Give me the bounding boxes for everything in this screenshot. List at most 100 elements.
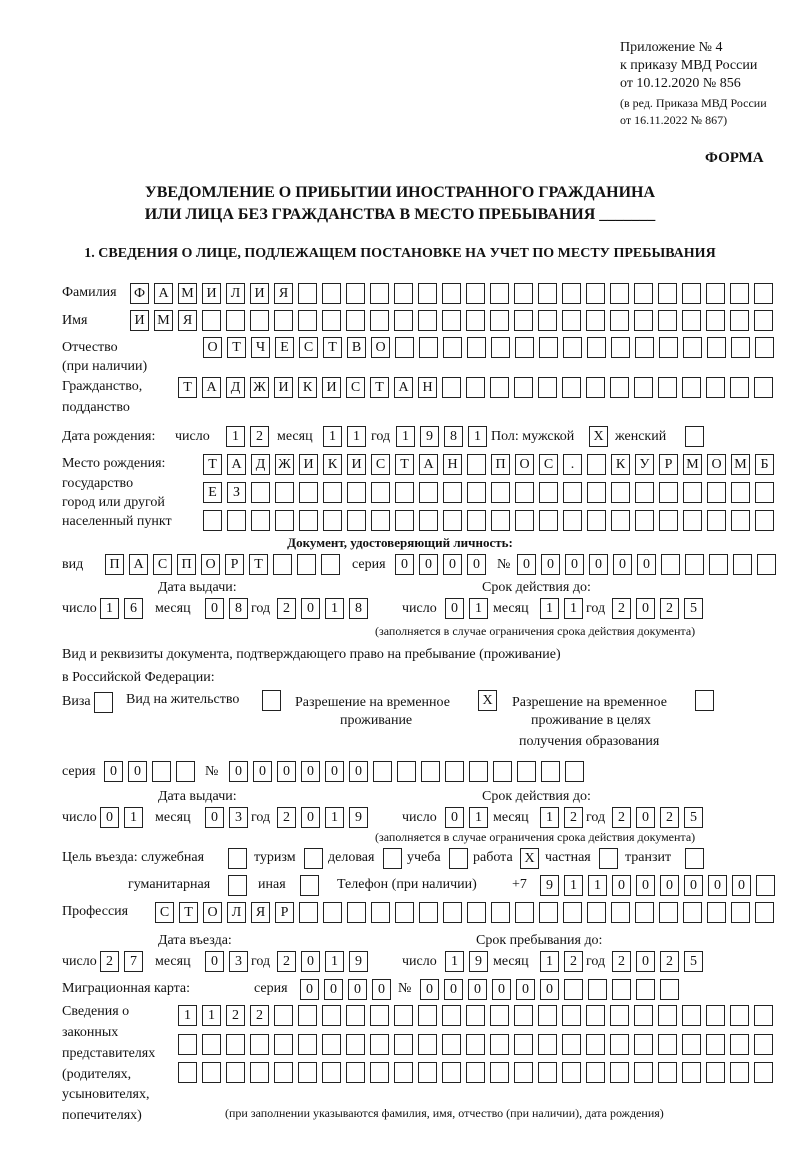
char-box[interactable]: 8 [444,426,463,447]
char-box[interactable] [707,902,726,923]
char-box[interactable] [514,1062,533,1083]
char-box[interactable] [262,690,281,711]
char-box[interactable] [563,337,582,358]
char-box[interactable] [418,1005,437,1026]
char-box[interactable] [730,1062,749,1083]
char-box[interactable] [562,377,581,398]
char-box[interactable]: 5 [684,951,703,972]
char-box[interactable] [322,1062,341,1083]
char-box[interactable] [442,1062,461,1083]
char-box[interactable] [178,1034,197,1055]
char-box[interactable] [322,310,341,331]
char-box[interactable] [443,902,462,923]
char-box[interactable] [515,510,534,531]
char-box[interactable] [346,1034,365,1055]
char-box[interactable]: М [178,283,197,304]
char-box[interactable] [250,1034,269,1055]
char-box[interactable]: 8 [229,598,248,619]
char-box[interactable]: А [202,377,221,398]
char-box[interactable]: X [589,426,608,447]
char-box[interactable] [449,848,468,869]
char-box[interactable] [634,310,653,331]
char-box[interactable]: 0 [565,554,584,575]
char-box[interactable] [466,377,485,398]
char-box[interactable]: С [539,454,558,475]
char-box[interactable] [394,310,413,331]
char-box[interactable] [695,690,714,711]
char-box[interactable] [383,848,402,869]
char-box[interactable] [493,761,512,782]
char-box[interactable]: 0 [612,875,631,896]
char-box[interactable] [754,1062,773,1083]
char-box[interactable] [370,1062,389,1083]
char-box[interactable]: А [419,454,438,475]
char-box[interactable] [226,310,245,331]
char-box[interactable]: 1 [469,807,488,828]
char-box[interactable] [562,1062,581,1083]
char-box[interactable]: С [371,454,390,475]
char-box[interactable] [658,1034,677,1055]
char-box[interactable]: 0 [660,875,679,896]
char-box[interactable] [586,1034,605,1055]
char-box[interactable] [418,1062,437,1083]
char-box[interactable] [610,377,629,398]
char-box[interactable] [635,482,654,503]
char-box[interactable]: Р [225,554,244,575]
char-box[interactable]: И [322,377,341,398]
char-box[interactable]: 0 [277,761,296,782]
char-box[interactable]: О [201,554,220,575]
char-box[interactable]: З [227,482,246,503]
char-box[interactable] [611,902,630,923]
char-box[interactable]: 0 [637,554,656,575]
char-box[interactable] [371,902,390,923]
char-box[interactable]: 3 [229,951,248,972]
char-box[interactable] [226,1062,245,1083]
char-box[interactable]: О [203,337,222,358]
char-box[interactable] [443,510,462,531]
char-box[interactable] [419,510,438,531]
char-box[interactable] [491,902,510,923]
char-box[interactable] [445,761,464,782]
char-box[interactable] [659,337,678,358]
char-box[interactable]: 0 [636,875,655,896]
char-box[interactable] [346,1062,365,1083]
char-box[interactable] [682,1005,701,1026]
char-box[interactable] [659,482,678,503]
char-box[interactable]: 9 [420,426,439,447]
char-box[interactable] [250,1062,269,1083]
char-box[interactable] [442,1005,461,1026]
char-box[interactable] [226,1034,245,1055]
char-box[interactable] [418,283,437,304]
char-box[interactable] [685,426,704,447]
char-box[interactable] [515,482,534,503]
char-box[interactable]: 1 [469,598,488,619]
char-box[interactable]: Р [659,454,678,475]
char-box[interactable] [467,454,486,475]
char-box[interactable] [610,310,629,331]
char-box[interactable] [395,337,414,358]
char-box[interactable] [588,979,607,1000]
char-box[interactable]: 1 [226,426,245,447]
char-box[interactable]: 9 [469,951,488,972]
char-box[interactable]: А [394,377,413,398]
char-box[interactable]: 0 [100,807,119,828]
char-box[interactable]: Е [203,482,222,503]
char-box[interactable]: 0 [348,979,367,1000]
char-box[interactable]: 2 [564,951,583,972]
char-box[interactable] [658,310,677,331]
char-box[interactable]: О [707,454,726,475]
char-box[interactable] [370,310,389,331]
char-box[interactable] [658,283,677,304]
char-box[interactable] [565,761,584,782]
char-box[interactable] [395,902,414,923]
char-box[interactable] [418,1034,437,1055]
char-box[interactable]: 2 [564,807,583,828]
char-box[interactable] [394,1005,413,1026]
char-box[interactable]: 0 [301,807,320,828]
char-box[interactable]: И [299,454,318,475]
char-box[interactable] [538,1005,557,1026]
char-box[interactable] [660,979,679,1000]
char-box[interactable] [731,510,750,531]
char-box[interactable]: 1 [396,426,415,447]
char-box[interactable] [706,1062,725,1083]
